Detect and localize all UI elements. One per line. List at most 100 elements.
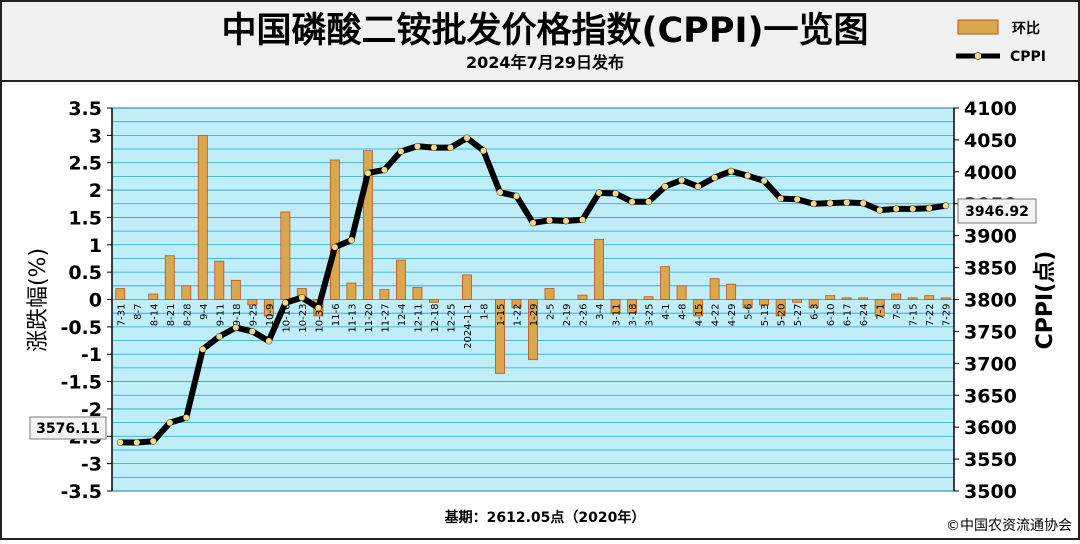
left-tick-label: 2.5: [68, 153, 102, 175]
bar-11-20: [362, 150, 373, 300]
legend-line-marker: [974, 52, 982, 60]
bar-3-4: [594, 238, 604, 300]
cppi-point-9-18: [232, 324, 240, 331]
bar-6-10: [825, 295, 836, 300]
x-tick-label: 7-29: [942, 304, 953, 327]
end-value-callout: 3946.92: [957, 198, 1037, 224]
cppi-point-11-27: [381, 166, 388, 174]
header-panel: [0, 0, 1080, 82]
bar-8-21: [164, 255, 175, 300]
x-tick-label: 12-11: [413, 304, 424, 333]
body-border: [0, 80, 1080, 540]
x-tick-label: 4-22: [711, 304, 722, 327]
base-period-note: 基期：2612.05点（2020年）: [445, 509, 646, 526]
x-tick-label: 12-25: [446, 304, 457, 333]
bar-6-17: [841, 297, 852, 300]
bar-12-4: [395, 259, 406, 300]
x-tick-label: 11-20: [364, 304, 375, 333]
start-value-callout: 3576.11: [29, 416, 107, 440]
start-value-box: [29, 416, 107, 440]
copyright-note: ©中国农资流通协会: [946, 518, 1072, 534]
x-tick-label: 2-5: [546, 304, 557, 320]
x-tick-label: 7-1: [876, 304, 887, 320]
bar-4-8: [676, 285, 687, 300]
x-tick-label: 8-21: [166, 304, 177, 327]
end-value-label: 3946.92: [965, 204, 1029, 220]
cppi-point-5-27: [793, 195, 801, 203]
x-tick-label: 9-25: [248, 304, 259, 327]
right-tick-label: 4050: [964, 130, 1017, 152]
x-tick-label: 7-8: [892, 304, 903, 320]
cppi-line-series: [116, 134, 950, 446]
x-tick-label: 11-27: [380, 304, 391, 333]
right-axis-ticks: 3500355036003650370037503800385039003950…: [953, 98, 1017, 503]
cppi-point-4-29: [727, 167, 735, 175]
bar-9-18: [230, 279, 241, 300]
cppi-point-12-4: [397, 148, 405, 155]
bar-4-22: [709, 278, 720, 300]
bar-5-6: [742, 299, 753, 309]
bar-3-25: [643, 296, 654, 300]
x-tick-label: 6-10: [826, 304, 837, 327]
x-tick-label: 8-7: [133, 304, 144, 320]
cppi-point-1-22: [513, 192, 520, 200]
left-tick-label: -2: [81, 399, 102, 421]
bar-7-8: [891, 293, 902, 300]
x-tick-label: 5-20: [777, 304, 788, 327]
x-tick-label: 5-27: [793, 304, 804, 327]
cppi-point-3-11: [612, 190, 619, 197]
legend-bar-swatch: [957, 19, 999, 35]
legend: 环比 CPPI: [956, 19, 1046, 65]
x-tick-label: 3-25: [645, 304, 656, 327]
bar-7-1: [874, 299, 885, 317]
chart-subtitle: 2024年7月29日发布: [466, 53, 624, 72]
cppi-point-10-30: [314, 304, 322, 312]
x-tick-label: 7-22: [925, 304, 936, 327]
left-tick-label: 3: [89, 125, 102, 147]
bar-11-6: [329, 159, 340, 300]
x-tick-label: 1-15: [496, 303, 507, 326]
bar-3-18: [627, 299, 637, 314]
cppi-point-2-5: [546, 216, 553, 224]
left-tick-label: 2: [89, 180, 102, 202]
cppi-point-4-15: [694, 183, 702, 190]
start-value-label: 3576.11: [36, 421, 100, 437]
left-tick-label: 1.5: [68, 207, 102, 229]
x-tick-label: 8-28: [182, 304, 193, 327]
bar-3-11: [610, 299, 621, 314]
x-tick-label: 6-24: [859, 304, 870, 327]
cppi-point-7-29: [942, 202, 950, 210]
bar-11-13: [346, 282, 357, 300]
cppi-point-11-20: [364, 169, 372, 177]
right-tick-label: 4000: [964, 162, 1017, 184]
x-axis-tick-labels: 7-31 8-7 8-14 8-21 8-28 9-4 9-11 9-18 9-25 10-9 10…: [116, 303, 952, 348]
cppi-point-1-8: [480, 147, 487, 155]
x-tick-label: 10-16: [281, 304, 292, 333]
cppi-point-9-4: [199, 345, 207, 353]
bar-2-5: [544, 288, 555, 300]
bar-10-16: [280, 211, 291, 300]
cppi-point-12-18: [430, 144, 438, 151]
bar-series: [115, 134, 951, 374]
x-tick-label: 3-11: [612, 304, 623, 327]
x-tick-label: 11-13: [347, 304, 358, 333]
cppi-point-7-31: [116, 439, 124, 446]
cppi-point-5-20: [777, 195, 785, 203]
left-tick-label: -3: [81, 454, 102, 476]
bar-2-26: [577, 294, 588, 300]
cppi-point-1-15: [496, 188, 504, 196]
x-tick-label: 5-6: [744, 304, 755, 320]
bar-7-22: [924, 295, 935, 300]
x-tick-label: 1-29: [529, 304, 540, 327]
left-tick-label: -3.5: [60, 481, 102, 503]
x-tick-label: 10-30: [314, 304, 325, 333]
x-tick-label: 4-29: [727, 304, 738, 327]
x-tick-label: 5-13: [760, 304, 771, 327]
cppi-point-12-11: [414, 142, 421, 150]
x-tick-label: 3-18: [628, 304, 639, 327]
cppi-point-8-7: [133, 439, 141, 446]
right-tick-label: 3500: [964, 481, 1017, 503]
cppi-point-6-3: [810, 200, 818, 208]
chart-title: 中国磷酸二铵批发价格指数(CPPI)一览图: [221, 11, 868, 51]
